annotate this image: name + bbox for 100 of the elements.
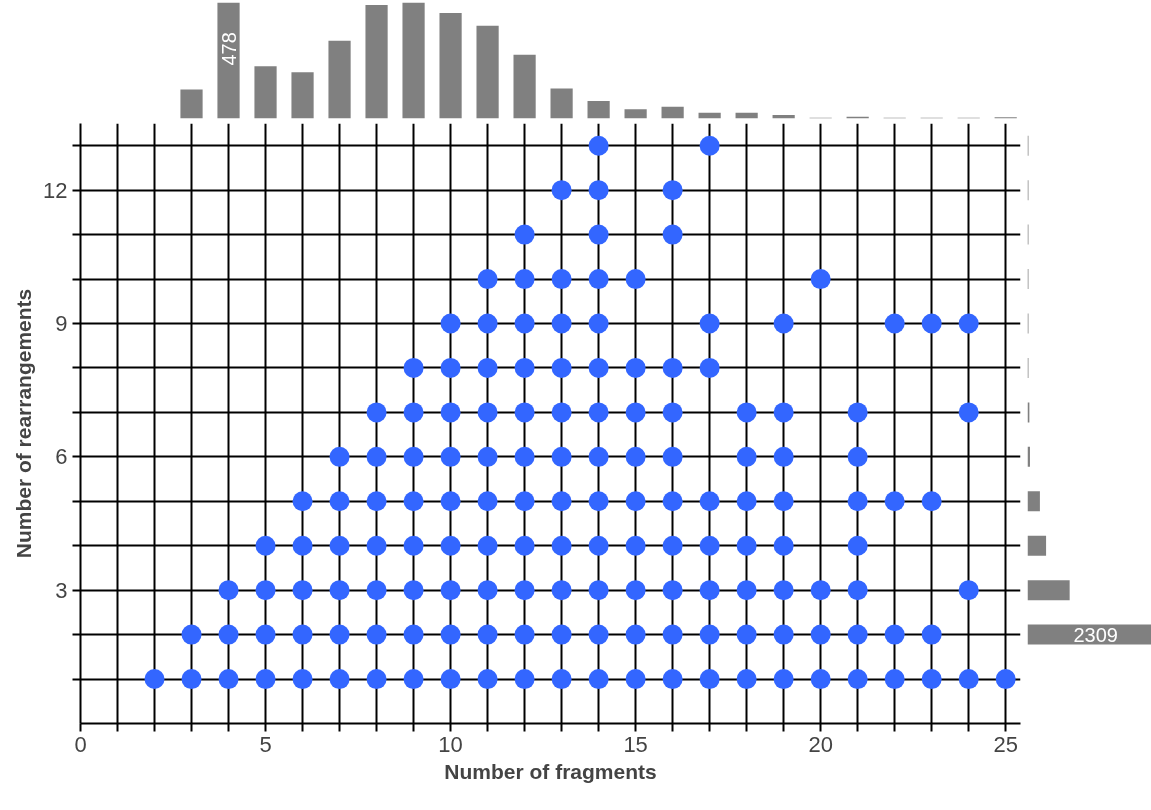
bar	[476, 25, 499, 119]
point	[551, 357, 572, 378]
point	[625, 269, 646, 290]
point	[514, 580, 535, 601]
y-tick-label: 3	[55, 577, 68, 603]
point	[477, 491, 498, 512]
point	[440, 580, 461, 601]
point	[514, 224, 535, 245]
point	[958, 313, 979, 334]
point	[625, 669, 646, 690]
point	[477, 624, 498, 645]
bar	[550, 88, 573, 119]
point	[773, 580, 794, 601]
point	[662, 402, 683, 423]
bar	[1027, 580, 1070, 601]
point	[662, 180, 683, 201]
bar	[513, 54, 536, 119]
point	[329, 446, 350, 467]
point	[403, 535, 424, 556]
point	[292, 535, 313, 556]
point	[366, 446, 387, 467]
x-tick-label: 20	[808, 731, 833, 757]
point	[329, 669, 350, 690]
point	[588, 135, 609, 156]
point	[662, 624, 683, 645]
point	[847, 402, 868, 423]
point	[403, 491, 424, 512]
point	[958, 402, 979, 423]
point	[884, 624, 905, 645]
point	[329, 491, 350, 512]
point	[736, 624, 757, 645]
point	[699, 669, 720, 690]
point	[403, 669, 424, 690]
point	[699, 313, 720, 334]
point	[662, 224, 683, 245]
point	[292, 580, 313, 601]
point	[588, 446, 609, 467]
x-tick-label: 15	[623, 731, 648, 757]
point	[514, 624, 535, 645]
bar	[439, 12, 462, 119]
point	[329, 535, 350, 556]
point	[736, 669, 757, 690]
point	[588, 402, 609, 423]
bar	[1027, 535, 1047, 556]
y-axis-title: Number of rearrangements	[12, 288, 36, 559]
data-label: 478	[217, 32, 240, 66]
point	[588, 313, 609, 334]
point	[366, 669, 387, 690]
point	[588, 180, 609, 201]
point	[551, 491, 572, 512]
point	[847, 446, 868, 467]
bar	[661, 106, 684, 119]
point	[625, 446, 646, 467]
point	[625, 535, 646, 556]
point	[662, 446, 683, 467]
point	[218, 580, 239, 601]
bar	[217, 2, 240, 119]
point	[810, 269, 831, 290]
point	[181, 669, 202, 690]
point	[625, 624, 646, 645]
point	[699, 491, 720, 512]
point	[773, 624, 794, 645]
point	[366, 402, 387, 423]
point	[810, 624, 831, 645]
bar	[328, 40, 351, 119]
point	[736, 491, 757, 512]
point	[255, 669, 276, 690]
point	[514, 446, 535, 467]
point	[255, 580, 276, 601]
point	[477, 580, 498, 601]
point	[699, 357, 720, 378]
point	[773, 313, 794, 334]
point	[403, 357, 424, 378]
point	[329, 580, 350, 601]
point	[514, 313, 535, 334]
point	[181, 624, 202, 645]
point	[440, 402, 461, 423]
point	[440, 491, 461, 512]
point	[588, 269, 609, 290]
point	[514, 269, 535, 290]
point	[847, 669, 868, 690]
point	[551, 580, 572, 601]
x-tick-label: 5	[259, 731, 272, 757]
point	[514, 357, 535, 378]
point	[403, 624, 424, 645]
point	[551, 402, 572, 423]
point	[144, 669, 165, 690]
point	[588, 224, 609, 245]
point	[921, 624, 942, 645]
point	[662, 535, 683, 556]
point	[588, 535, 609, 556]
point	[810, 580, 831, 601]
point	[847, 580, 868, 601]
point	[477, 269, 498, 290]
point	[921, 313, 942, 334]
bar	[180, 89, 203, 119]
point	[366, 624, 387, 645]
point	[551, 180, 572, 201]
point	[292, 624, 313, 645]
y-tick-label: 6	[55, 444, 68, 470]
